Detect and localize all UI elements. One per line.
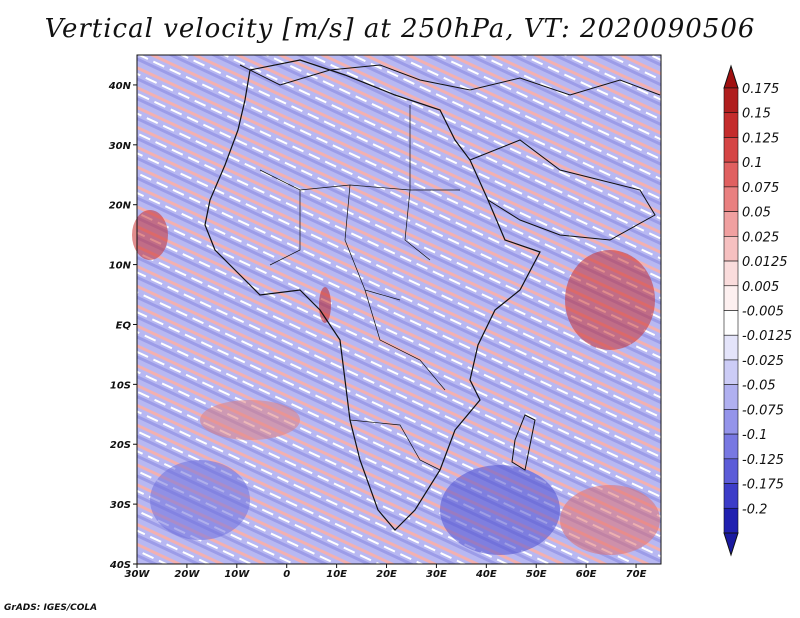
colorbar-swatch	[723, 236, 739, 262]
colorbar-label: 0.125	[742, 131, 779, 146]
lon-tick-label: 40E	[475, 569, 497, 580]
colorbar-label: -0.1	[742, 428, 767, 443]
lat-tick-label: EQ	[116, 320, 132, 331]
colorbar-swatch	[723, 359, 739, 385]
europe-coastline	[239, 64, 661, 96]
lon-tick-label: 70E	[626, 569, 647, 580]
colorbar-label: 0.0125	[742, 255, 788, 270]
lat-tick-label: 20S	[110, 440, 131, 451]
lon-tick-label: 30W	[125, 569, 151, 580]
colorbar-label: -0.075	[742, 403, 784, 418]
colorbar-swatch	[723, 433, 739, 460]
colorbar-swatch	[723, 483, 739, 509]
lat-ticks: 40N 30N 20N 10N EQ 10S 20S 30S 40S	[108, 81, 137, 571]
colorbar-label: -0.0125	[742, 329, 792, 344]
africa-coastline	[204, 59, 541, 531]
lat-tick-label: 30N	[109, 141, 132, 152]
grads-credit: GrADS: IGES/COLA	[4, 603, 98, 613]
colorbar-swatch	[723, 310, 739, 336]
colorbar-label: 0.15	[742, 107, 771, 122]
colorbar-label: -0.175	[742, 478, 784, 493]
lon-tick-label: 10W	[224, 569, 250, 580]
lon-tick-label: 50E	[526, 569, 547, 580]
colorbar-swatch	[723, 186, 739, 212]
colorbar-swatch	[723, 458, 739, 484]
map-frame	[136, 54, 662, 565]
colorbar-swatch	[723, 112, 739, 138]
colorbar-swatch	[723, 161, 739, 188]
lat-tick-label: 40N	[108, 81, 132, 92]
colorbar-label: -0.005	[742, 305, 784, 320]
colorbar-label: -0.025	[742, 354, 784, 369]
colorbar-label: 0.175	[742, 82, 779, 97]
colorbar-bottom-arrow	[723, 532, 739, 557]
colorbar-swatch	[723, 137, 739, 163]
colorbar-swatch	[723, 507, 739, 534]
arabia-coastline	[469, 139, 656, 241]
lat-tick-label: 40S	[109, 560, 131, 571]
lon-tick-label: 10E	[326, 569, 347, 580]
lat-tick-label: 10N	[109, 261, 132, 272]
colorbar-label: -0.05	[742, 379, 776, 394]
lon-tick-label: 30E	[426, 569, 447, 580]
colorbar-label: 0.1	[742, 156, 763, 171]
lon-tick-label: 20E	[376, 569, 397, 580]
country-borders	[259, 105, 460, 471]
colorbar-label: -0.125	[742, 453, 784, 468]
colorbar-swatch	[723, 260, 739, 287]
colorbar-top-arrow	[723, 64, 739, 89]
colorbar-swatch	[723, 285, 739, 311]
colorbar-label: -0.2	[742, 502, 767, 517]
colorbar-swatch	[723, 409, 739, 435]
colorbar-label: 0.05	[742, 206, 771, 221]
colorbar-swatch	[723, 87, 739, 114]
colorbar-swatch	[723, 211, 739, 237]
lat-tick-label: 10S	[110, 380, 131, 391]
colorbar: 0.175 0.15 0.125 0.1 0.075 0.05 0.025 0.0125 0.0…	[723, 64, 792, 557]
field-patches	[132, 210, 660, 555]
colorbar-label: 0.005	[742, 280, 779, 295]
lon-ticks: 30W 20W 10W 0 10E 20E 30E 40E 50E 60E 70E	[125, 564, 647, 580]
lat-tick-label: 20N	[109, 201, 132, 212]
lat-tick-label: 30S	[110, 500, 131, 511]
lon-tick-label: 20W	[174, 569, 200, 580]
colorbar-label: 0.075	[742, 181, 779, 196]
colorbar-swatch	[723, 384, 739, 410]
map-title: Vertical velocity [m/s] at 250hPa, VT: 2…	[44, 14, 756, 44]
colorbar-swatch	[723, 334, 739, 361]
lon-tick-label: 0	[283, 569, 290, 580]
colorbar-label: 0.025	[742, 230, 779, 245]
lon-tick-label: 60E	[576, 569, 597, 580]
madagascar-coastline	[511, 414, 536, 471]
